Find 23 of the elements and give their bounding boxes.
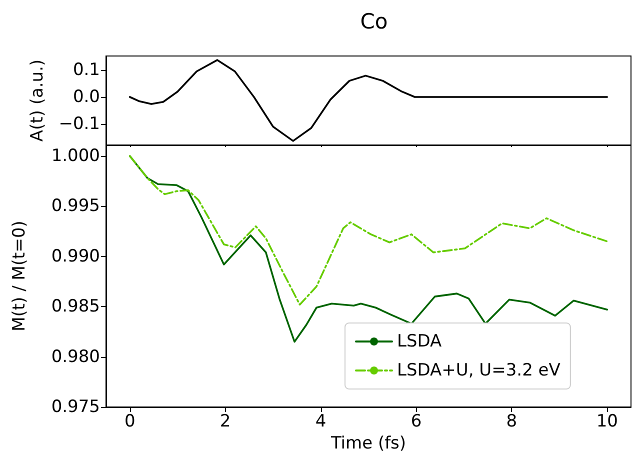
x-tick-label: 8	[506, 412, 518, 432]
chart-title: Co	[360, 10, 388, 34]
y-tick-label: 0.975	[51, 397, 100, 417]
legend-label: LSDA+U, U=3.2 eV	[397, 360, 561, 380]
y-axis-title: A(t) (a.u.)	[28, 59, 48, 142]
y-tick-label: −0.1	[58, 114, 100, 134]
legend-label: LSDA	[397, 332, 442, 352]
y-tick-label: 0.995	[51, 196, 100, 216]
x-tick-label: 2	[220, 412, 231, 432]
line-series	[128, 59, 608, 142]
y-tick-label: 1.000	[51, 146, 100, 166]
y-tick-label: 0.990	[51, 246, 100, 266]
y-tick-label: 0.985	[51, 296, 100, 317]
y-axis-title: M(t) / M(t=0)	[10, 220, 30, 332]
x-tick-label: 4	[315, 412, 326, 432]
y-tick-label: 0.980	[51, 346, 100, 367]
line-series	[128, 155, 608, 306]
x-axis-title: Time (fs)	[330, 434, 406, 454]
x-tick-label: 10	[596, 412, 618, 432]
x-tick-label: 0	[124, 412, 136, 432]
x-tick-label: 6	[410, 412, 422, 432]
y-tick-label: 0.0	[72, 86, 100, 107]
y-tick-label: 0.1	[72, 60, 100, 80]
